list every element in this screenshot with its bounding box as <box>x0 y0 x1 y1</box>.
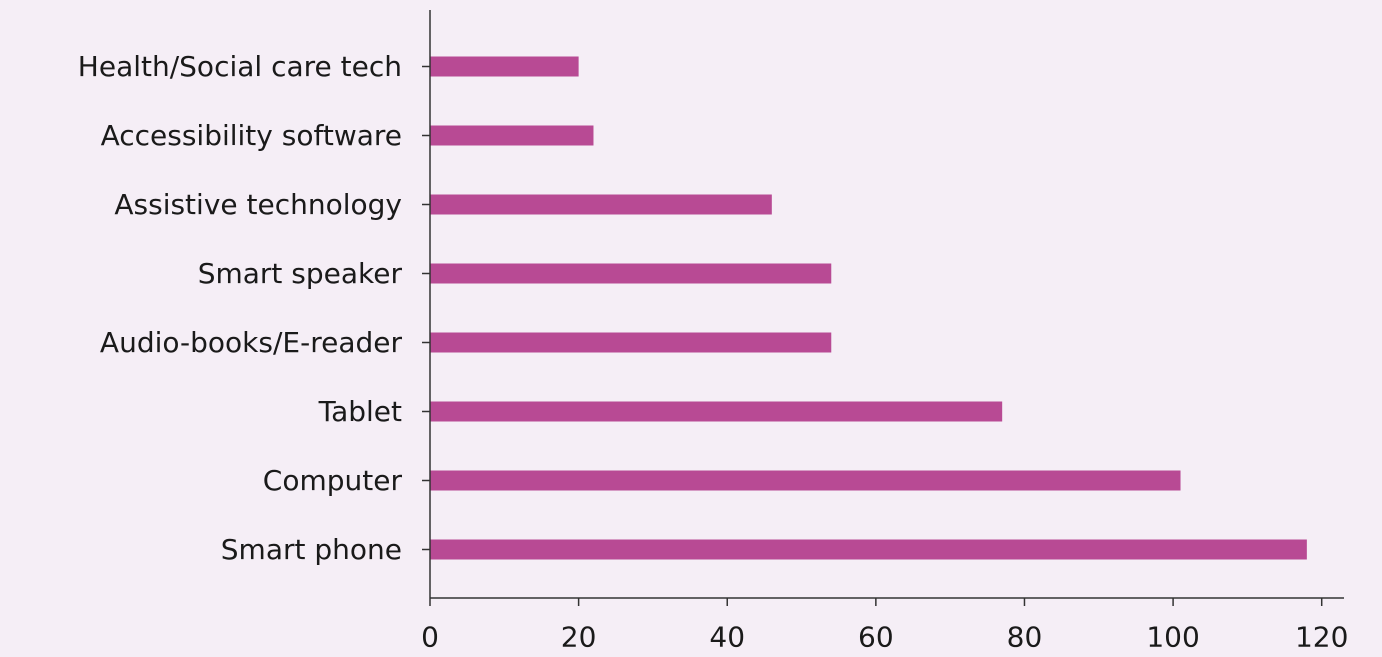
x-tick-label-20: 20 <box>561 621 597 653</box>
bar-health-social-care-tech <box>430 56 579 77</box>
bar-tablet <box>430 401 1003 422</box>
y-tick-label-audio-books-e-reader: Audio-books/E-reader <box>100 326 403 359</box>
y-tick-label-computer: Computer <box>263 464 403 497</box>
bar-accessibility-software <box>430 125 594 146</box>
x-tick-label-120: 120 <box>1295 621 1348 653</box>
y-tick-label-accessibility-software: Accessibility software <box>101 119 402 152</box>
bar-smart-phone <box>430 539 1307 560</box>
bar-smart-speaker <box>430 263 832 284</box>
x-tick-label-80: 80 <box>1007 621 1043 653</box>
x-tick-label-60: 60 <box>858 621 894 653</box>
bar-computer <box>430 470 1181 491</box>
y-tick-label-health-social-care-tech: Health/Social care tech <box>78 50 402 83</box>
bar-audio-books-e-reader <box>430 332 832 353</box>
x-tick-label-0: 0 <box>421 621 439 653</box>
bars-layer <box>430 56 1307 560</box>
x-tick-label-40: 40 <box>709 621 745 653</box>
x-tick-label-100: 100 <box>1146 621 1199 653</box>
labels-layer: Health/Social care tech Accessibility sof… <box>78 50 1349 654</box>
y-tick-label-assistive-technology: Assistive technology <box>114 188 402 221</box>
y-tick-label-tablet: Tablet <box>318 395 402 428</box>
y-tick-label-smart-phone: Smart phone <box>221 533 402 566</box>
axes-layer <box>422 10 1344 606</box>
bar-assistive-technology <box>430 194 772 215</box>
y-tick-label-smart-speaker: Smart speaker <box>198 257 403 290</box>
